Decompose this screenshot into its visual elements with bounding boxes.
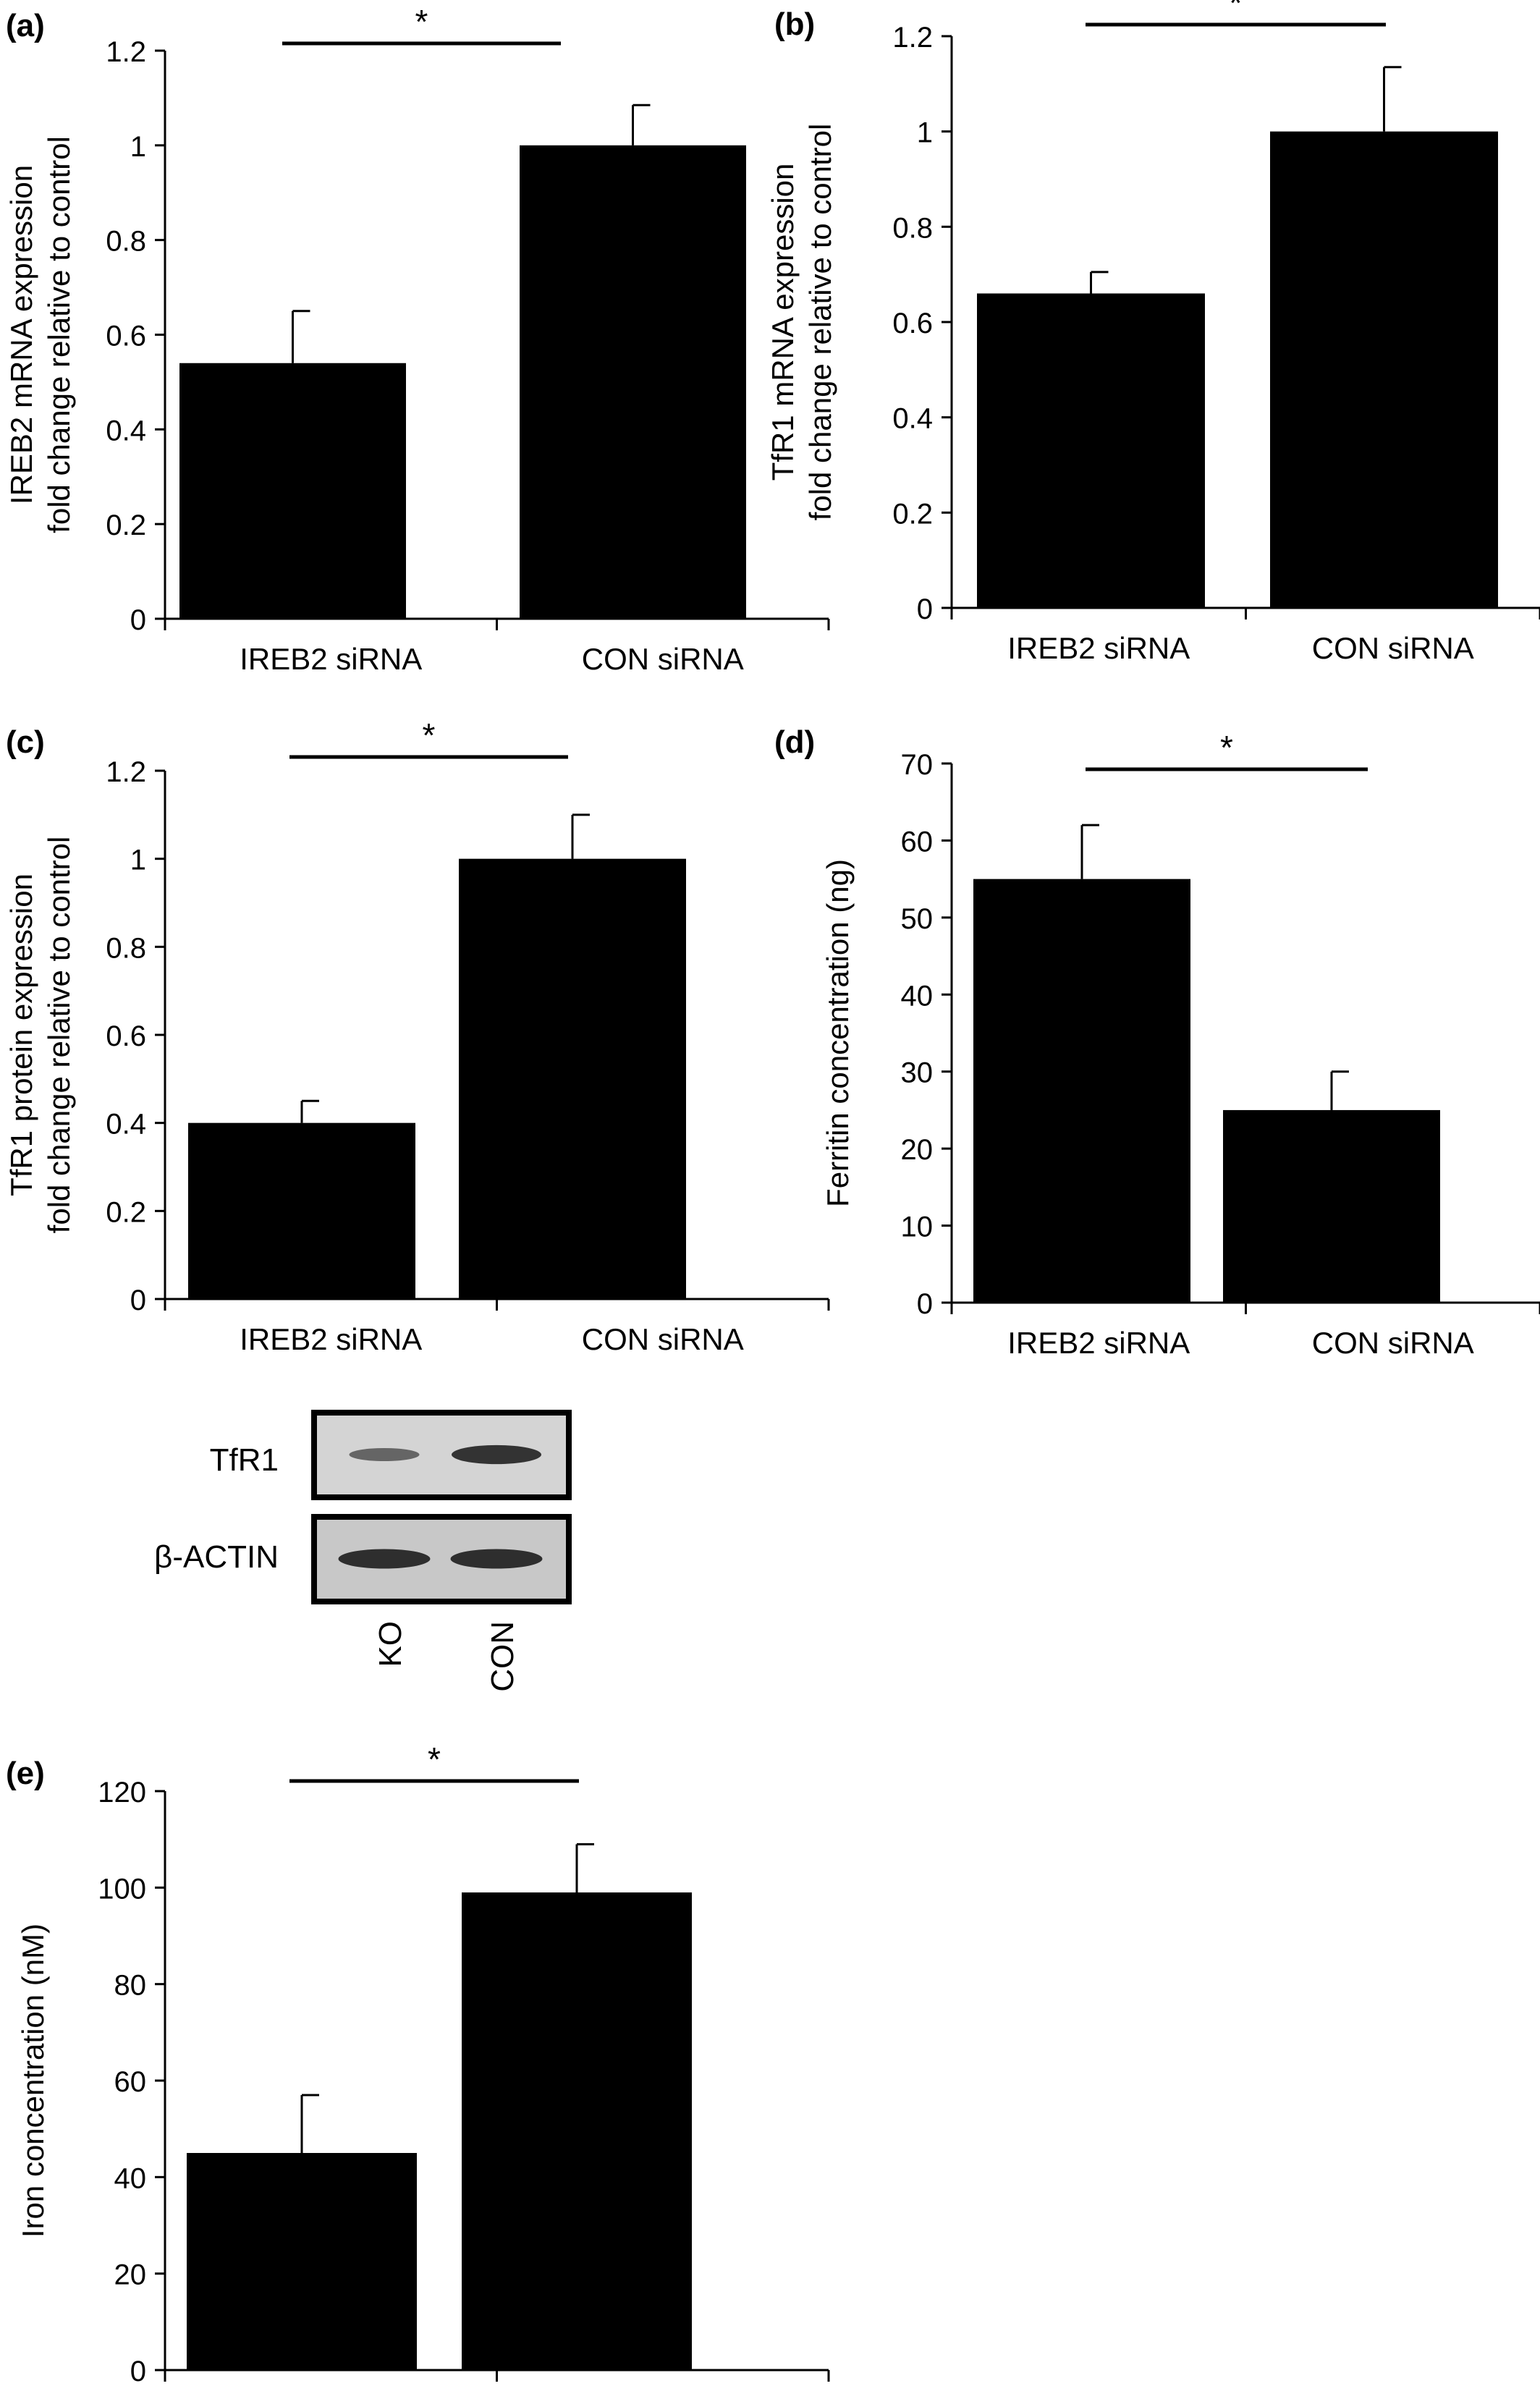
bar-1 bbox=[188, 1122, 415, 1299]
y-tick-label: 1 bbox=[130, 845, 146, 876]
panel-label: (b) bbox=[774, 7, 815, 42]
y-tick-label: 20 bbox=[114, 2259, 147, 2291]
y-tick-label: 0 bbox=[130, 2356, 146, 2386]
blot-band-actin-ko bbox=[338, 1549, 431, 1569]
significance-marker: * bbox=[423, 716, 436, 754]
bar-2 bbox=[520, 145, 746, 619]
panel-label: (d) bbox=[774, 724, 815, 760]
y-tick-label: 20 bbox=[901, 1134, 934, 1166]
y-tick-label: 80 bbox=[114, 1970, 147, 2002]
bar-1 bbox=[973, 879, 1190, 1303]
x-category-label: CON siRNA bbox=[582, 1322, 744, 1356]
significance-marker: * bbox=[1220, 729, 1233, 766]
y-tick-label: 1 bbox=[917, 117, 933, 149]
blot-band-tfr1-ko bbox=[349, 1447, 420, 1462]
y-tick-label: 0.4 bbox=[106, 1109, 146, 1141]
y-tick-label: 0.2 bbox=[106, 1196, 146, 1228]
blot-band-tfr1-con bbox=[452, 1444, 541, 1465]
x-category-label: IREB2 siRNA bbox=[1007, 631, 1190, 665]
y-axis-label: Iron concentration (nM) bbox=[16, 1924, 50, 2238]
y-tick-label: 120 bbox=[98, 1777, 146, 1808]
x-category-label: IREB2 siRNA bbox=[240, 1322, 422, 1356]
y-axis-label: Ferritin concentration (ng) bbox=[821, 859, 855, 1207]
y-tick-label: 0 bbox=[130, 604, 146, 636]
bar-2 bbox=[1270, 131, 1498, 608]
blot-lane-label-ko: KO bbox=[373, 1621, 408, 1667]
significance-marker: * bbox=[428, 1740, 441, 1778]
y-tick-label: 100 bbox=[98, 1873, 146, 1905]
y-tick-label: 1.2 bbox=[106, 36, 146, 68]
y-axis-label: fold change relative to control bbox=[803, 124, 837, 521]
panel-label: (c) bbox=[6, 724, 45, 760]
y-tick-label: 0.2 bbox=[106, 509, 146, 541]
y-tick-label: 1.2 bbox=[106, 756, 146, 788]
y-tick-label: 1 bbox=[130, 131, 146, 163]
x-category-label: IREB2 siRNA bbox=[240, 642, 422, 676]
y-tick-label: 0.6 bbox=[106, 321, 146, 352]
x-category-label: CON siRNA bbox=[582, 642, 744, 676]
bar-1 bbox=[179, 363, 406, 619]
y-tick-label: 1.2 bbox=[892, 22, 933, 54]
y-tick-label: 60 bbox=[901, 826, 934, 858]
y-tick-label: 50 bbox=[901, 903, 934, 935]
y-tick-label: 0.4 bbox=[106, 415, 146, 447]
chart-panels: (a) 0 0.2 0.4 0.6 0.8 1 1.2 IREB2 siRNA CON siRNA… bbox=[4, 0, 1540, 2386]
y-tick-label: 0 bbox=[917, 1288, 933, 1320]
y-tick-label: 0 bbox=[917, 593, 933, 625]
x-category-label: CON siRNA bbox=[1312, 631, 1474, 665]
bar-2 bbox=[1223, 1109, 1440, 1303]
western-blot: TfR1 β-ACTIN KO CON bbox=[154, 1410, 572, 1692]
panel-label: (e) bbox=[6, 1756, 45, 1791]
y-axis-label: TfR1 protein expression bbox=[4, 873, 38, 1196]
y-tick-label: 0.8 bbox=[106, 226, 146, 258]
bar-1 bbox=[187, 2153, 417, 2370]
bar-1 bbox=[977, 293, 1205, 608]
y-tick-label: 0 bbox=[130, 1285, 146, 1316]
y-tick-label: 10 bbox=[901, 1211, 934, 1243]
y-tick-label: 40 bbox=[114, 2162, 147, 2194]
blot-lane-label-con: CON bbox=[485, 1621, 520, 1692]
chart-panel-4: (d) 0 10 20 30 40 50 60 70 IREB2 siRNA CON siRNA Fe… bbox=[774, 724, 1540, 1360]
chart-panel-3: (c) 0 0.2 0.4 0.6 0.8 1 1.2 IREB2 siRNA CON siRNA… bbox=[4, 716, 830, 1356]
y-axis-label: fold change relative to control bbox=[42, 136, 76, 533]
blot-band-label-actin: β-ACTIN bbox=[154, 1539, 279, 1575]
y-tick-label: 0.4 bbox=[892, 403, 933, 435]
bar-2 bbox=[462, 1892, 692, 2370]
blot-band-label-tfr1: TfR1 bbox=[210, 1442, 279, 1478]
panel-label: (a) bbox=[6, 8, 45, 43]
y-axis-label: IREB2 mRNA expression bbox=[4, 165, 38, 504]
blot-band-actin-con bbox=[450, 1549, 543, 1569]
y-tick-label: 30 bbox=[901, 1057, 934, 1089]
y-tick-label: 0.6 bbox=[892, 308, 933, 339]
significance-marker: * bbox=[1230, 0, 1243, 22]
blot-bands bbox=[338, 1444, 543, 1569]
y-axis-label: TfR1 mRNA expression bbox=[766, 164, 800, 481]
significance-marker: * bbox=[415, 3, 428, 41]
y-tick-label: 40 bbox=[901, 980, 934, 1012]
y-tick-label: 60 bbox=[114, 2066, 147, 2098]
y-tick-label: 70 bbox=[901, 749, 934, 781]
bar-2 bbox=[459, 858, 686, 1299]
y-tick-label: 0.2 bbox=[892, 498, 933, 530]
y-tick-label: 0.8 bbox=[892, 212, 933, 244]
chart-panel-2: (b) 0 0.2 0.4 0.6 0.8 1 1.2 IREB2 siRNA CON siRNA… bbox=[766, 0, 1540, 665]
y-tick-label: 0.6 bbox=[106, 1020, 146, 1052]
y-tick-label: 0.8 bbox=[106, 932, 146, 964]
x-category-label: IREB2 siRNA bbox=[1007, 1326, 1190, 1360]
y-axis-label: fold change relative to control bbox=[42, 837, 76, 1234]
x-category-label: CON siRNA bbox=[1312, 1326, 1474, 1360]
chart-panel-1: (a) 0 0.2 0.4 0.6 0.8 1 1.2 IREB2 siRNA CON siRNA… bbox=[4, 3, 830, 676]
